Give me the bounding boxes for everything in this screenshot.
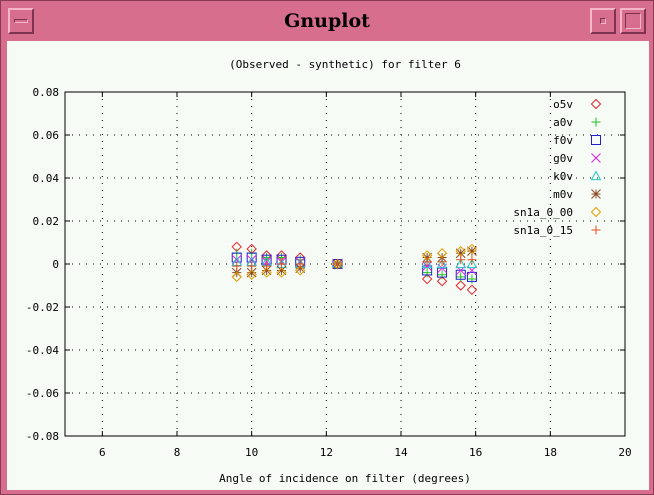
legend-label: o5v xyxy=(553,98,573,111)
x-axis-label: Angle of incidence on filter (degrees) xyxy=(219,472,471,485)
data-point xyxy=(466,271,477,282)
maximize-icon xyxy=(625,13,641,29)
x-tick-label: 14 xyxy=(394,446,408,459)
plot-area: (Observed - synthetic) for filter 6 Angl… xyxy=(7,41,649,490)
x-tick-label: 20 xyxy=(618,446,631,459)
data-point xyxy=(262,261,272,271)
data-point xyxy=(467,274,477,284)
data-point xyxy=(422,268,432,278)
x-tick-label: 16 xyxy=(469,446,482,459)
data-point xyxy=(467,246,477,256)
y-tick-label: -0.02 xyxy=(26,301,59,314)
minimize-button[interactable] xyxy=(590,8,616,34)
legend-marker xyxy=(591,135,601,145)
data-point xyxy=(455,280,466,291)
x-tick-label: 6 xyxy=(99,446,106,459)
legend-label: m0v xyxy=(553,188,573,201)
x-tick-label: 10 xyxy=(245,446,258,459)
y-tick-label: 0.08 xyxy=(33,86,60,99)
data-point xyxy=(246,269,257,280)
y-tick-label: -0.08 xyxy=(26,430,59,443)
data-point xyxy=(231,271,242,283)
x-tick-label: 12 xyxy=(320,446,333,459)
data-point xyxy=(246,267,257,278)
data-point xyxy=(421,258,433,269)
data-point xyxy=(333,259,343,269)
legend-label: sn1a_0_15 xyxy=(513,224,573,237)
legend-marker xyxy=(591,225,601,235)
x-tick-label: 18 xyxy=(544,446,557,459)
legend: o5v a0v f0v g0v k0v m0v sn1a_0_00 sn1a_0_15 xyxy=(513,98,602,237)
data-point xyxy=(456,272,466,282)
y-tick-label: -0.06 xyxy=(26,387,59,400)
window-title: Gnuplot xyxy=(284,10,370,32)
maximize-button[interactable] xyxy=(620,8,646,34)
data-point xyxy=(436,258,448,269)
legend-marker xyxy=(590,206,602,218)
data-point xyxy=(436,275,448,287)
legend-label: f0v xyxy=(553,134,573,147)
data-point xyxy=(277,259,287,269)
data-point xyxy=(422,257,432,267)
data-point xyxy=(455,248,466,259)
data-point xyxy=(421,273,433,285)
legend-label: sn1a_0_00 xyxy=(513,206,573,219)
data-point xyxy=(467,255,477,265)
data-point xyxy=(437,270,447,280)
data-point xyxy=(455,258,467,269)
data-point xyxy=(276,267,287,278)
x-tick-label: 8 xyxy=(174,446,181,459)
legend-label: k0v xyxy=(553,170,573,183)
y-tick-label: -0.04 xyxy=(26,344,59,357)
data-point xyxy=(295,259,305,269)
y-tick-label: 0.02 xyxy=(33,215,60,228)
series-sn1a_0_15 xyxy=(232,255,477,271)
legend-marker xyxy=(590,98,602,110)
grid-lines xyxy=(65,92,625,436)
y-tick-label: 0 xyxy=(52,258,59,271)
y-tick-label: 0.06 xyxy=(33,129,60,142)
window-menu-button[interactable] xyxy=(8,8,34,34)
chart-title: (Observed - synthetic) for filter 6 xyxy=(229,58,461,71)
data-point xyxy=(466,258,478,269)
y-tick-label: 0.04 xyxy=(33,172,60,185)
legend-marker xyxy=(591,153,601,163)
data-point xyxy=(466,284,478,296)
legend-label: g0v xyxy=(553,152,573,165)
data-points xyxy=(231,241,478,296)
legend-label: a0v xyxy=(553,116,573,129)
legend-marker xyxy=(591,189,601,199)
data-point xyxy=(261,267,272,278)
data-point xyxy=(232,261,242,271)
data-point xyxy=(437,257,447,267)
data-point xyxy=(466,243,478,255)
title-bar[interactable]: Gnuplot xyxy=(4,4,650,38)
scatter-chart: (Observed - synthetic) for filter 6 Angl… xyxy=(26,58,632,485)
axis-ticks: 6 8 10 12 14 16 18 20 -0.08 -0.06 -0.04 -0.02 0 0.02 0… xyxy=(26,86,632,459)
legend-marker xyxy=(590,170,602,181)
legend-marker xyxy=(591,117,601,127)
data-point xyxy=(247,261,257,271)
minimize-icon xyxy=(600,18,606,24)
data-point xyxy=(276,265,287,276)
data-point xyxy=(294,265,306,276)
menu-icon xyxy=(14,19,28,23)
data-point xyxy=(456,255,466,265)
